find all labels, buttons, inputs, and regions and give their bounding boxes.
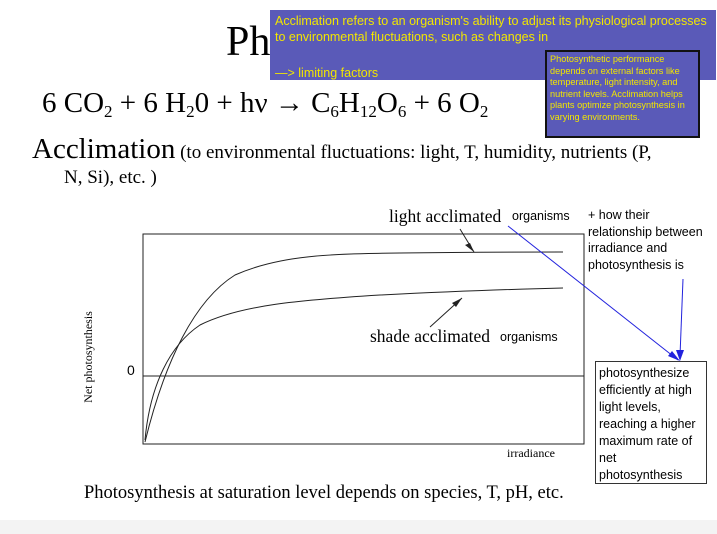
light-acclimated-pointer (459, 228, 475, 253)
shade-acclimated-curve (144, 287, 564, 441)
photosynthetic-note-overlay[interactable]: Photosynthetic performance depends on ex… (545, 50, 700, 138)
footer-text: Photosynthesis at saturation level depen… (84, 483, 564, 503)
x-axis-label: irradiance (507, 446, 555, 460)
blue-arrowhead-2 (676, 350, 684, 361)
acclimation-note-overlay[interactable]: Acclimation refers to an organism's abil… (270, 10, 716, 80)
photosynthesis-equation: 6 CO2 + 6 H20 + hν → C6H12O6 + 6 O2 (42, 87, 489, 121)
acclimation-subtext-line2: N, Si), etc. ) (64, 167, 157, 188)
light-acclimated-curve (144, 251, 564, 443)
bottom-band (0, 520, 717, 534)
acclimation-note-text: Acclimation refers to an organism's abil… (275, 14, 707, 44)
blue-connector-line-2 (679, 278, 684, 357)
shade-acclimated-pointer (429, 297, 463, 328)
shade-acclimated-arrowhead (452, 298, 462, 307)
shade-acclimated-suffix: organisms (500, 330, 558, 344)
limiting-factors-link[interactable]: —> limiting factors (275, 66, 379, 80)
blue-arrowhead-1 (668, 351, 680, 361)
acclimation-heading: Acclimation (to environmental fluctuatio… (32, 133, 652, 165)
light-acclimated-arrowhead (465, 243, 474, 252)
slide-title: Ph (226, 19, 271, 65)
zero-label: 0 (127, 362, 135, 378)
light-acclimated-label: light acclimated (389, 206, 502, 226)
shade-acclimated-label: shade acclimated (370, 326, 491, 346)
answer-box[interactable]: photosynthesize efficiently at high ligh… (595, 361, 707, 484)
acclimation-subtext: (to environmental fluctuations: light, T… (175, 142, 652, 163)
relationship-note: + how their relationship between irradia… (588, 208, 703, 272)
light-acclimated-suffix: organisms (512, 209, 570, 223)
